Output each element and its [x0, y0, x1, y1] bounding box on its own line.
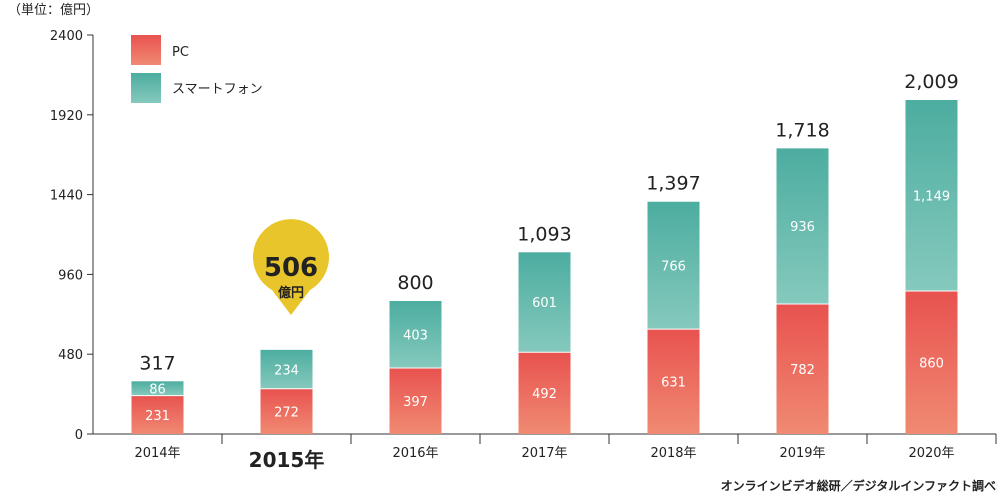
segment-label: 936: [790, 220, 815, 235]
bar-smartphone: [389, 301, 442, 368]
unit-label: （単位：億円）: [8, 2, 99, 18]
y-tick-label: 1920: [50, 109, 83, 124]
y-axis: 0 480 960 1440 1920 2400: [50, 29, 94, 443]
segment-label: 86: [149, 382, 166, 397]
bar-pc: [647, 329, 700, 434]
bar-smartphone: [260, 349, 313, 389]
x-tick-label: 2018年: [650, 446, 696, 461]
x-axis: 2014年 2015年 2016年 2017年 2018年 2019年 2020年: [93, 433, 997, 472]
total-label: 1,397: [646, 173, 700, 195]
legend-swatch-pc: [131, 35, 161, 65]
segment-label: 766: [661, 259, 686, 274]
bar-pc: [260, 388, 313, 434]
bar-smartphone: [647, 201, 700, 330]
legend-label-smartphone: スマートフォン: [172, 82, 263, 97]
bar-smartphone: [905, 100, 958, 292]
segment-label: 234: [274, 363, 299, 378]
total-label: 317: [139, 352, 175, 374]
highlight-callout: 506 億円: [253, 219, 330, 315]
y-tick-label: 960: [58, 268, 83, 283]
bar-smartphone: [518, 252, 571, 353]
bar-pc: [905, 291, 958, 434]
legend-label-pc: PC: [172, 45, 189, 60]
source-note: オンラインビデオ総研／デジタルインファクト調べ: [721, 478, 996, 493]
x-tick-label: 2016年: [392, 446, 438, 461]
segment-label: 231: [145, 409, 170, 424]
bars: 231 86 317 272 234 397 403 800 492 601 1,093 631 766…: [131, 71, 959, 434]
bar-pc: [131, 395, 184, 434]
y-tick-label: 0: [75, 428, 83, 443]
bar-pc: [389, 367, 442, 434]
x-tick-label: 2015年: [249, 448, 325, 472]
callout-bubble: [253, 219, 330, 315]
segment-label: 272: [274, 405, 299, 420]
segment-label: 1,149: [913, 190, 950, 205]
y-tick-label: 2400: [50, 29, 83, 44]
callout-value: 506: [264, 253, 318, 283]
bar-smartphone: [131, 381, 184, 396]
segment-label: 601: [532, 296, 557, 311]
total-label: 2,009: [904, 71, 958, 93]
segment-label: 492: [532, 387, 557, 402]
segment-label: 782: [790, 363, 815, 378]
y-tick-label: 1440: [50, 189, 83, 204]
segment-label: 403: [403, 328, 428, 343]
legend: PC スマートフォン: [131, 35, 263, 103]
x-tick-label: 2019年: [779, 446, 825, 461]
bar-pc: [518, 352, 571, 434]
legend-swatch-smartphone: [131, 73, 161, 103]
x-tick-label: 2017年: [521, 446, 567, 461]
total-label: 800: [397, 272, 433, 294]
total-label: 1,093: [517, 223, 571, 245]
x-tick-label: 2014年: [134, 446, 180, 461]
bar-smartphone: [776, 148, 829, 304]
callout-unit: 億円: [278, 285, 304, 301]
bar-pc: [776, 303, 829, 434]
segment-label: 860: [919, 357, 944, 372]
x-tick-label: 2020年: [908, 446, 954, 461]
total-label: 1,718: [775, 119, 829, 141]
segment-label: 397: [403, 395, 428, 410]
segment-label: 631: [661, 376, 686, 391]
y-tick-label: 480: [58, 348, 83, 363]
